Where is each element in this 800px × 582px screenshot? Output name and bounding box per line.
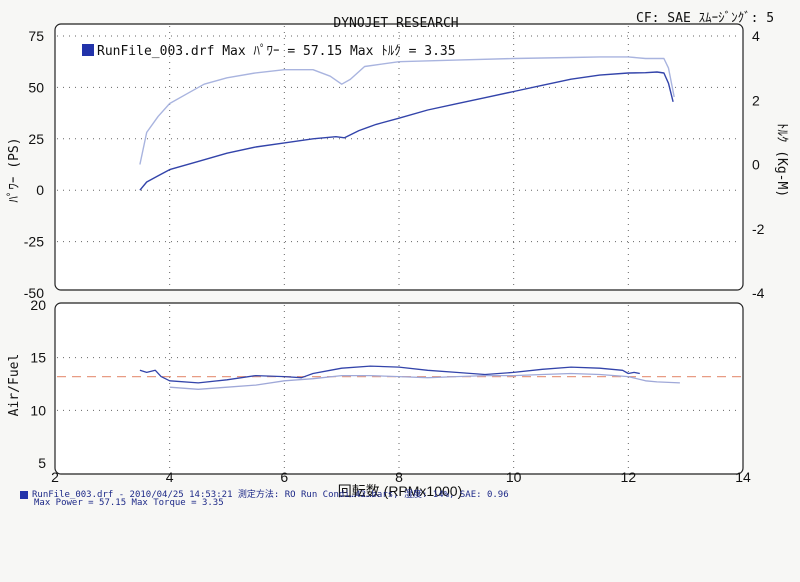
bottom-panel-frame [54,302,744,475]
torque-tick-label: -2 [752,221,765,237]
plot-frames [54,23,744,475]
af2-curve [169,372,680,390]
footer-line-1: RunFile_003.drf - 2010/04/25 14:53:21 測定… [20,487,509,500]
rpm-tick-label: 12 [621,469,637,485]
cf-label: CF: SAE ｽﾑｰｼﾞﾝｸﾞ: 5 [636,11,774,26]
chart-title: DYNOJET RESEARCH [333,16,458,31]
series-lines [57,56,741,390]
af-curve [139,365,640,384]
rpm-tick-label: 8 [395,469,403,485]
footer-text-1: RunFile_003.drf - 2010/04/25 14:53:21 測定… [32,490,509,500]
rpm-tick-label: 4 [166,469,174,485]
grid-dots [57,26,741,472]
power-curve [139,71,674,191]
torque-curve [139,56,675,165]
af-tick-label: 5 [38,455,46,471]
power-tick-label: 50 [28,79,44,95]
top-panel-frame [54,23,744,291]
torque-tick-label: 2 [752,92,760,108]
af-axis-label: Air/Fuel [7,354,22,417]
power-tick-label: -50 [24,285,44,301]
rpm-tick-label: 10 [506,469,522,485]
torque-tick-label: 0 [752,157,760,173]
x-axis-label: 回転数 (RPMx1000) [338,483,462,499]
af-tick-label: 15 [30,350,46,366]
legend-swatch [82,44,94,56]
power-tick-label: 0 [36,182,44,198]
rpm-tick-label: 6 [280,469,288,485]
tick-labels: -50 -25 0 25 50 75 -4 -2 0 2 4 5 10 15 20 2 4 6 8 10 12 14 [24,28,765,485]
af-tick-label: 10 [30,402,46,418]
footer-line-2: Max Power = 57.15 Max Torque = 3.35 [34,498,224,508]
torque-tick-label: 4 [752,28,760,44]
power-tick-label: -25 [24,234,44,250]
torque-tick-label: -4 [752,285,765,301]
torque-axis-label: ﾄﾙｸ (Kg-M) [774,123,789,197]
power-tick-label: 25 [28,131,44,147]
af-tick-label: 20 [30,297,46,313]
power-tick-label: 75 [28,28,44,44]
power-axis-label: ﾊﾟﾜｰ (PS) [7,137,22,202]
legend-text: RunFile_003.drf Max ﾊﾟﾜｰ = 57.15 Max ﾄﾙｸ… [97,44,456,59]
footer-swatch [20,490,28,499]
rpm-tick-label: 14 [735,469,751,485]
rpm-tick-label: 2 [51,469,59,485]
